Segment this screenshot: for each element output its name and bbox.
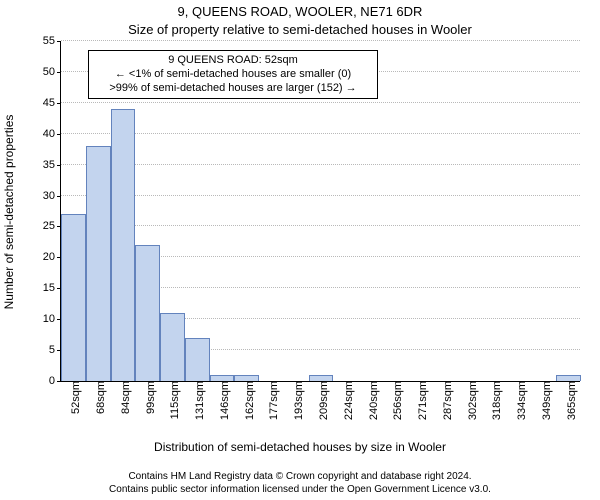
histogram-bar bbox=[86, 146, 111, 381]
x-tick-label: 209sqm bbox=[312, 381, 330, 420]
x-tick-label: 224sqm bbox=[337, 381, 355, 420]
gridline bbox=[61, 133, 580, 134]
chart-supertitle: 9, QUEENS ROAD, WOOLER, NE71 6DR bbox=[0, 4, 600, 19]
x-tick-label: 68sqm bbox=[89, 381, 107, 414]
x-tick-label: 146sqm bbox=[213, 381, 231, 420]
annotation-line: 9 QUEENS ROAD: 52sqm bbox=[95, 54, 371, 68]
x-tick-label: 131sqm bbox=[188, 381, 206, 420]
x-tick-label: 365sqm bbox=[560, 381, 578, 420]
x-tick-label: 256sqm bbox=[386, 381, 404, 420]
y-tick-label: 25 bbox=[43, 220, 61, 232]
plot-area: 051015202530354045505552sqm68sqm84sqm99s… bbox=[60, 42, 580, 382]
gridline bbox=[61, 40, 580, 41]
histogram-bar bbox=[185, 338, 210, 381]
x-axis-label: Distribution of semi-detached houses by … bbox=[0, 440, 600, 454]
y-tick-label: 45 bbox=[43, 97, 61, 109]
y-axis-label: Number of semi-detached properties bbox=[2, 115, 16, 310]
x-tick-label: 240sqm bbox=[362, 381, 380, 420]
x-tick-label: 318sqm bbox=[485, 381, 503, 420]
y-tick-label: 20 bbox=[43, 251, 61, 263]
chart-container: 9, QUEENS ROAD, WOOLER, NE71 6DR Size of… bbox=[0, 0, 600, 500]
y-tick-label: 35 bbox=[43, 159, 61, 171]
gridline bbox=[61, 195, 580, 196]
y-tick-label: 5 bbox=[49, 344, 61, 356]
annotation-line: >99% of semi-detached houses are larger … bbox=[95, 82, 371, 96]
y-tick-label: 50 bbox=[43, 66, 61, 78]
x-tick-label: 334sqm bbox=[510, 381, 528, 420]
y-tick-label: 40 bbox=[43, 128, 61, 140]
x-tick-label: 271sqm bbox=[411, 381, 429, 420]
histogram-bar bbox=[160, 313, 185, 381]
footer-attribution: Contains HM Land Registry data © Crown c… bbox=[0, 470, 600, 496]
x-tick-label: 84sqm bbox=[114, 381, 132, 414]
annotation-line: ← <1% of semi-detached houses are smalle… bbox=[95, 68, 371, 82]
y-tick-label: 10 bbox=[43, 313, 61, 325]
x-tick-label: 193sqm bbox=[287, 381, 305, 420]
x-tick-label: 302sqm bbox=[461, 381, 479, 420]
gridline bbox=[61, 102, 580, 103]
footer-line-1: Contains HM Land Registry data © Crown c… bbox=[0, 470, 600, 483]
footer-line-2: Contains public sector information licen… bbox=[0, 483, 600, 496]
y-tick-label: 0 bbox=[49, 375, 61, 387]
annotation-box: 9 QUEENS ROAD: 52sqm← <1% of semi-detach… bbox=[88, 50, 378, 99]
x-tick-label: 177sqm bbox=[262, 381, 280, 420]
gridline bbox=[61, 164, 580, 165]
histogram-bar bbox=[111, 109, 136, 381]
y-tick-label: 30 bbox=[43, 190, 61, 202]
y-tick-label: 55 bbox=[43, 35, 61, 47]
y-tick-label: 15 bbox=[43, 282, 61, 294]
histogram-bar bbox=[135, 245, 160, 381]
x-tick-label: 349sqm bbox=[535, 381, 553, 420]
gridline bbox=[61, 225, 580, 226]
x-tick-label: 52sqm bbox=[64, 381, 82, 414]
x-tick-label: 162sqm bbox=[238, 381, 256, 420]
x-tick-label: 99sqm bbox=[139, 381, 157, 414]
x-tick-label: 287sqm bbox=[436, 381, 454, 420]
x-tick-label: 115sqm bbox=[163, 381, 181, 419]
chart-title: Size of property relative to semi-detach… bbox=[0, 22, 600, 37]
histogram-bar bbox=[61, 214, 86, 381]
